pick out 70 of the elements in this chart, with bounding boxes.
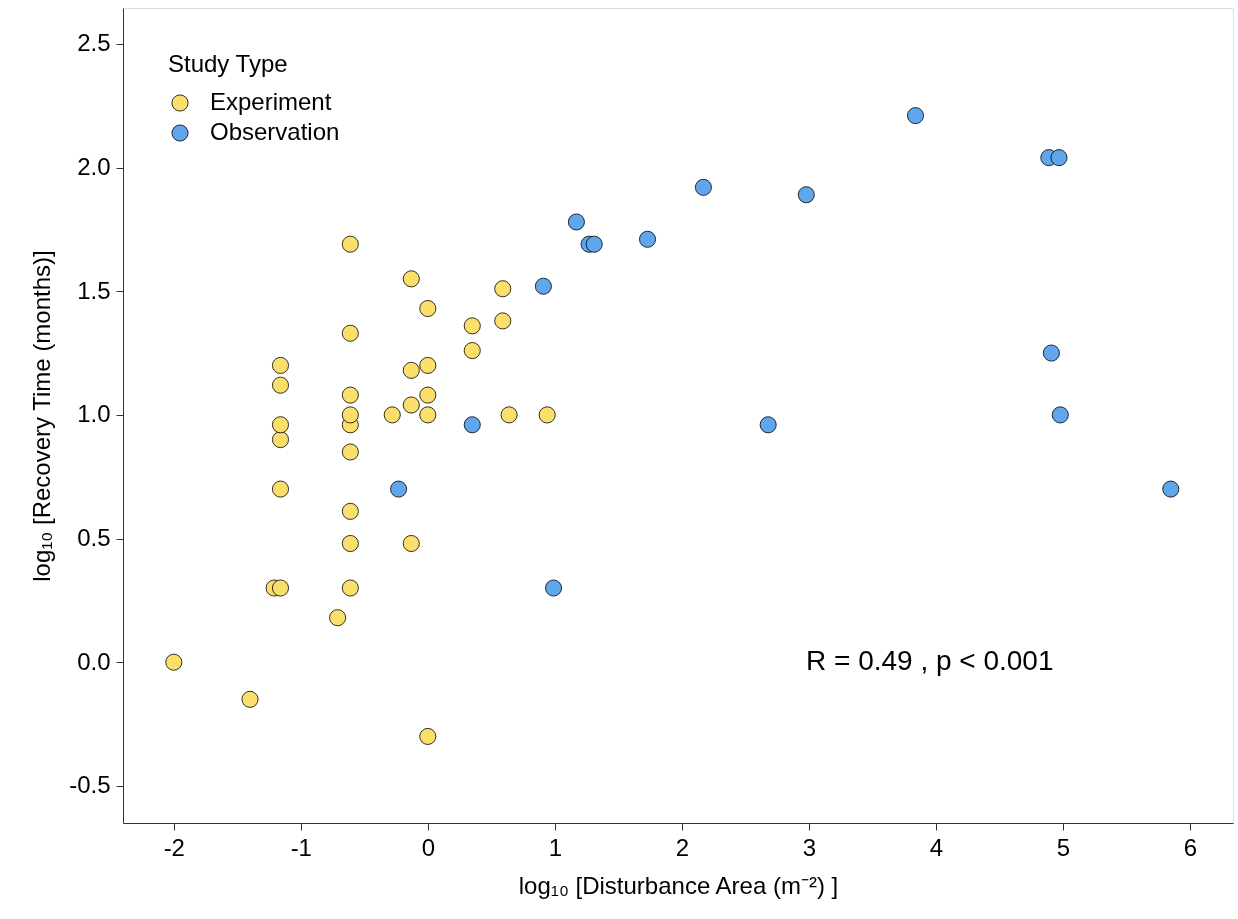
point <box>341 502 359 520</box>
x-tick-label: -2 <box>163 833 185 861</box>
point <box>402 396 420 414</box>
point <box>463 317 481 335</box>
point <box>341 535 359 552</box>
point <box>907 107 924 125</box>
x-tick-label: 2 <box>675 833 689 861</box>
point <box>329 609 347 627</box>
point <box>759 416 777 434</box>
legend-title: Study Type <box>168 50 288 77</box>
point <box>494 312 512 330</box>
x-tick-label: 3 <box>802 833 816 861</box>
point <box>272 356 289 374</box>
y-tick-label: -0.5 <box>69 771 111 799</box>
point <box>534 277 552 295</box>
y-axis-title: log₁₀ [Recovery Time (months)] <box>28 250 56 582</box>
point <box>500 406 518 424</box>
point <box>1162 480 1180 498</box>
point <box>494 280 512 298</box>
point <box>272 416 289 434</box>
point <box>341 443 359 461</box>
point <box>241 690 259 708</box>
point <box>419 386 437 404</box>
point <box>419 727 437 745</box>
x-axis-title: log₁₀ [Disturbance Area (m⁻²) ] <box>518 871 839 899</box>
y-tick-label: 2.5 <box>77 29 111 57</box>
x-tick-label: 6 <box>1183 833 1197 861</box>
point <box>402 270 420 288</box>
point <box>639 230 656 248</box>
x-tick-label: -1 <box>290 833 312 861</box>
point <box>1042 344 1060 362</box>
y-tick-label: 1.0 <box>77 400 111 428</box>
point <box>272 480 289 498</box>
y-tick-label: 2.0 <box>77 153 111 181</box>
x-tick-label: 1 <box>548 833 562 861</box>
point <box>419 356 437 374</box>
point <box>272 431 289 449</box>
point <box>797 186 815 204</box>
point <box>341 406 359 424</box>
point <box>402 535 420 552</box>
point <box>463 416 481 434</box>
point <box>463 342 481 360</box>
point <box>341 386 359 404</box>
y-tick-label: 0.0 <box>77 647 111 675</box>
point <box>1051 406 1069 424</box>
point <box>545 579 562 597</box>
point <box>341 235 359 253</box>
x-tick-label: 0 <box>421 833 435 861</box>
point <box>1050 149 1068 167</box>
y-tick-label: 0.5 <box>77 524 111 552</box>
point <box>419 300 437 317</box>
point <box>165 653 183 671</box>
point <box>272 376 289 394</box>
point <box>694 178 712 196</box>
y-tick-label: 1.5 <box>77 276 111 304</box>
x-tick-label: 5 <box>1056 833 1070 861</box>
legend-label: Experiment <box>210 88 332 115</box>
point <box>383 406 401 424</box>
point <box>272 579 289 597</box>
point <box>585 235 603 253</box>
point <box>341 324 359 342</box>
point <box>341 579 359 597</box>
point <box>538 406 556 424</box>
point <box>402 361 420 379</box>
annotation: R = 0.49 , p < 0.001 <box>806 645 1054 676</box>
x-tick-label: 4 <box>929 833 943 861</box>
point <box>390 480 408 498</box>
point <box>567 213 585 231</box>
legend-label: Observation <box>210 118 340 145</box>
point <box>419 406 437 424</box>
